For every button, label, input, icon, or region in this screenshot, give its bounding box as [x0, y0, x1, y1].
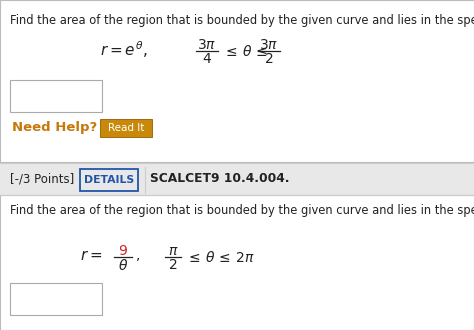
Bar: [10, 80, 102, 112]
Text: $\leq\,\theta\,\leq$: $\leq\,\theta\,\leq$: [223, 44, 268, 58]
Bar: [0, 0, 474, 162]
Text: Read It: Read It: [108, 123, 144, 133]
Text: $\pi$: $\pi$: [168, 244, 178, 258]
Text: $,$: $,$: [135, 249, 140, 263]
Text: $4$: $4$: [202, 52, 212, 66]
Bar: [0, 195, 474, 330]
Text: Need Help?: Need Help?: [12, 121, 97, 135]
Bar: [100, 119, 152, 137]
Text: $2$: $2$: [168, 258, 178, 272]
Text: Find the area of the region that is bounded by the given curve and lies in the s: Find the area of the region that is boun…: [10, 204, 474, 217]
Bar: [10, 283, 102, 315]
Text: [-/3 Points]: [-/3 Points]: [10, 173, 74, 185]
Text: DETAILS: DETAILS: [84, 175, 134, 185]
Text: SCALCET9 10.4.004.: SCALCET9 10.4.004.: [150, 173, 290, 185]
Bar: [80, 169, 138, 191]
Bar: [0, 163, 474, 195]
Text: $2$: $2$: [264, 52, 273, 66]
Text: $9$: $9$: [118, 244, 128, 258]
Text: $3\pi$: $3\pi$: [197, 38, 217, 52]
Text: Find the area of the region that is bounded by the given curve and lies in the s: Find the area of the region that is boun…: [10, 14, 474, 27]
Text: $r = e^{\theta},$: $r = e^{\theta},$: [100, 40, 147, 60]
Text: $r =$: $r =$: [80, 249, 102, 263]
Text: $\leq\,\theta\,\leq\,2\pi$: $\leq\,\theta\,\leq\,2\pi$: [186, 249, 255, 265]
Text: $3\pi$: $3\pi$: [259, 38, 279, 52]
Text: $\theta$: $\theta$: [118, 257, 128, 273]
